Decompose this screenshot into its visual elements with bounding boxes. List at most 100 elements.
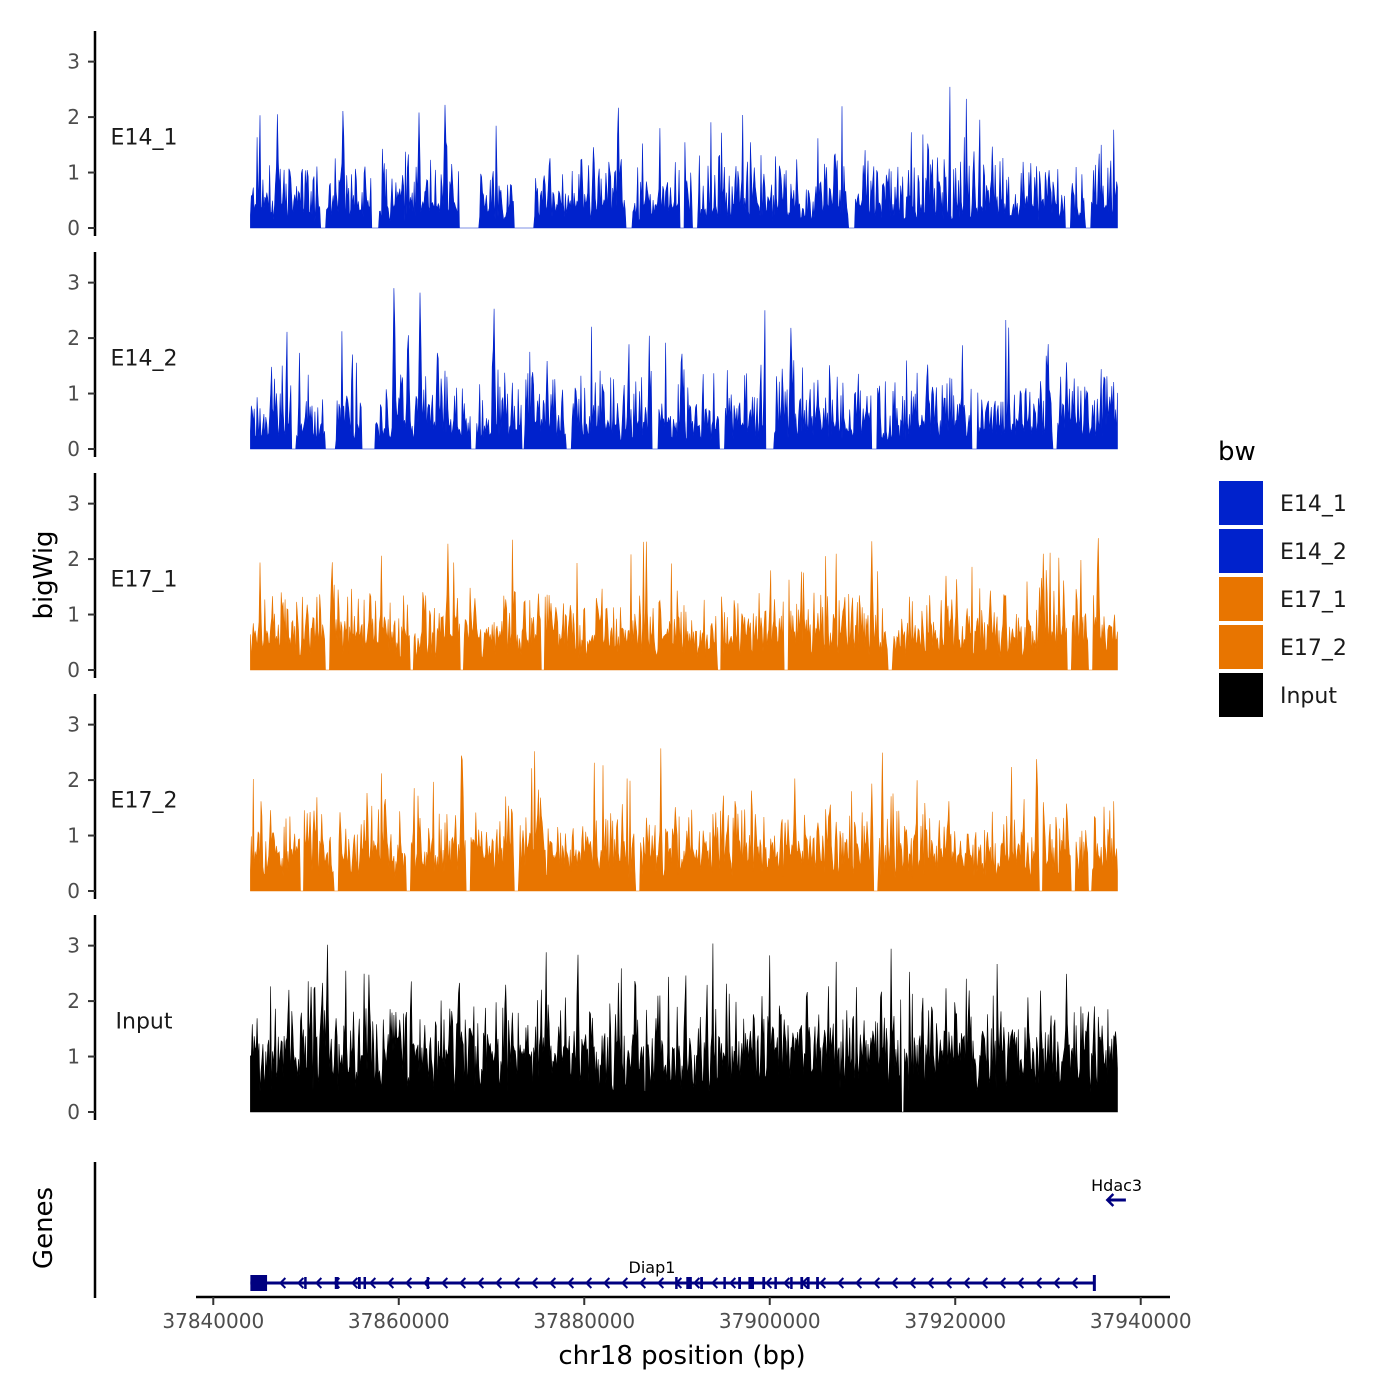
gene-exon — [357, 1277, 361, 1289]
strand-arrow — [692, 1277, 701, 1289]
strand-arrow — [1105, 1193, 1115, 1207]
y-tick-label: 0 — [67, 1100, 80, 1124]
x-tick-label: 37840000 — [162, 1309, 264, 1333]
legend-entry-e17-2: E17_2 — [1217, 623, 1347, 671]
y-tick-label: 3 — [67, 271, 80, 295]
gene-exon — [686, 1277, 692, 1289]
strand-arrow — [1034, 1277, 1043, 1289]
y-tick-label: 3 — [67, 713, 80, 737]
strand-arrow — [476, 1277, 485, 1289]
y-tick-label: 1 — [67, 603, 80, 627]
x-tick-label: 37860000 — [348, 1309, 450, 1333]
strand-arrow — [278, 1277, 287, 1289]
gene-exon — [748, 1277, 754, 1289]
strand-arrow — [602, 1277, 611, 1289]
track-label: E14_2 — [111, 347, 178, 372]
gene-label: Hdac3 — [1091, 1176, 1142, 1195]
y-axis-e14-1: 0 1 2 3 E14_1 — [67, 31, 177, 240]
legend-entry-e14-1: E14_1 — [1217, 479, 1347, 527]
legend-title: bw — [1218, 437, 1256, 467]
track-area-e17-2 — [250, 748, 1118, 892]
y-tick-label: 1 — [67, 1045, 80, 1069]
y-tick-label: 3 — [67, 50, 80, 74]
legend-swatch — [1217, 623, 1265, 671]
strand-arrow — [764, 1277, 773, 1289]
strand-arrow — [782, 1277, 791, 1289]
strand-arrow — [512, 1277, 521, 1289]
y-tick-label: 2 — [67, 989, 80, 1013]
strand-arrow — [638, 1277, 647, 1289]
strand-arrow — [584, 1277, 593, 1289]
strand-arrow — [566, 1277, 575, 1289]
y-tick-label: 0 — [67, 658, 80, 682]
strand-arrow — [458, 1277, 467, 1289]
legend-label: E17_2 — [1280, 636, 1347, 661]
gene-exon — [723, 1277, 726, 1289]
legend-entry-input: Input — [1217, 671, 1337, 719]
strand-arrow — [314, 1277, 323, 1289]
legend-label: E17_1 — [1280, 588, 1347, 613]
gene-exon — [816, 1277, 819, 1289]
strand-arrow — [890, 1277, 899, 1289]
strand-arrow — [386, 1277, 395, 1289]
y-axis-input: 0 1 2 3 Input — [67, 915, 173, 1124]
strand-arrow — [368, 1277, 377, 1289]
gene-exon — [762, 1277, 766, 1289]
strand-arrow — [962, 1277, 971, 1289]
y-tick-label: 0 — [67, 437, 80, 461]
strand-arrow — [944, 1277, 953, 1289]
track-area-e14-2 — [250, 288, 1118, 450]
strand-arrow — [1016, 1277, 1025, 1289]
strand-arrow — [872, 1277, 881, 1289]
y-tick-label: 2 — [67, 768, 80, 792]
legend-swatch — [1217, 575, 1265, 623]
track-label: Input — [116, 1010, 173, 1035]
legend-swatch — [1217, 671, 1265, 719]
y-tick-label: 2 — [67, 326, 80, 350]
x-tick-label: 37940000 — [1090, 1309, 1192, 1333]
x-tick-label: 37920000 — [904, 1309, 1006, 1333]
strand-arrow — [998, 1277, 1007, 1289]
gene-exon — [790, 1277, 793, 1289]
strand-arrow — [854, 1277, 863, 1289]
track-area-input — [250, 943, 1118, 1113]
track-label: E14_1 — [111, 126, 178, 151]
x-axis-title: chr18 position (bp) — [558, 1341, 805, 1371]
gene-diap1: Diap1 — [250, 1258, 1096, 1291]
y-tick-label: 2 — [67, 547, 80, 571]
track-area-e14-1 — [250, 86, 1118, 229]
y-axis-e17-1: 0 1 2 3 E17_1 — [67, 473, 177, 682]
legend-label: E14_2 — [1280, 540, 1347, 565]
gene-exon — [675, 1277, 678, 1289]
legend-swatch — [1217, 479, 1265, 527]
strand-arrow — [818, 1277, 827, 1289]
y-tick-label: 1 — [67, 161, 80, 185]
strand-arrow — [1052, 1277, 1061, 1289]
gene-exon — [426, 1277, 430, 1289]
y-tick-label: 1 — [67, 382, 80, 406]
track-area-e17-1 — [250, 538, 1118, 671]
gene-exon — [738, 1277, 741, 1289]
strand-arrow — [836, 1277, 845, 1289]
genes-axis-title: Genes — [29, 1187, 59, 1269]
strand-arrow — [656, 1277, 665, 1289]
strand-arrow — [440, 1277, 449, 1289]
y-tick-label: 3 — [67, 492, 80, 516]
strand-arrow — [728, 1277, 737, 1289]
gene-hdac3: Hdac3 — [1091, 1176, 1142, 1207]
track-y-axes: 0 1 2 3 E14_1 0 1 2 3 E14_2 0 1 2 3 E17_1 0 1 2 3 E17_2 0 1 2 3… — [67, 31, 177, 1124]
track-label: E17_1 — [111, 568, 178, 593]
strand-arrow — [908, 1277, 917, 1289]
y-tick-label: 2 — [67, 105, 80, 129]
y-axis-title: bigWig — [29, 530, 59, 619]
gene-exon — [363, 1277, 367, 1289]
strand-arrow — [980, 1277, 989, 1289]
legend-label: E14_1 — [1280, 492, 1347, 517]
gene-label: Diap1 — [629, 1258, 676, 1277]
strand-arrow — [548, 1277, 557, 1289]
legend-swatch — [1217, 527, 1265, 575]
x-tick-label: 37900000 — [719, 1309, 821, 1333]
strand-arrow — [926, 1277, 935, 1289]
track-label: E17_2 — [111, 789, 178, 814]
